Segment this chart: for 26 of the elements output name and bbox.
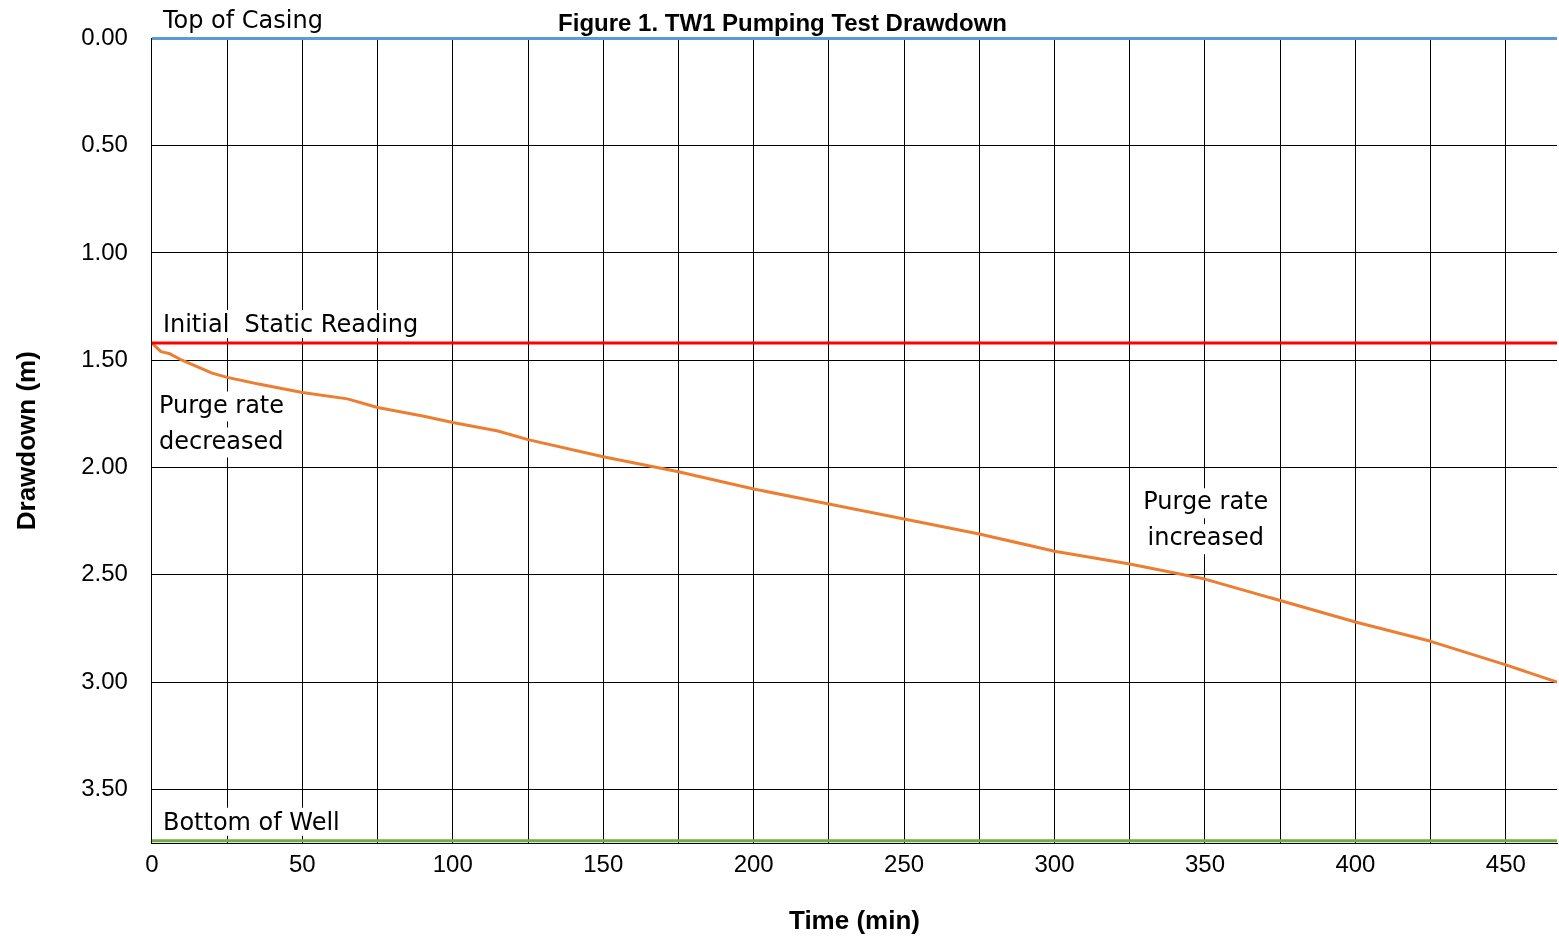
y-tick-label: 0.00 [81, 23, 128, 51]
ref-line-label: Bottom of Well [162, 808, 340, 837]
y-tick-label: 3.50 [81, 773, 128, 801]
annotation: Purge rate increased [1143, 487, 1269, 552]
y-tick-label: 0.50 [81, 130, 128, 158]
x-tick-label: 50 [289, 850, 316, 878]
x-tick-label: 400 [1335, 850, 1376, 878]
y-tick-label: 1.00 [81, 237, 128, 265]
chart-title: Figure 1. TW1 Pumping Test Drawdown [558, 8, 1007, 36]
y-tick-label: 1.50 [81, 344, 128, 372]
x-tick-label: 250 [884, 850, 925, 878]
y-tick-label: 2.00 [81, 452, 128, 480]
x-tick-label: 350 [1184, 850, 1225, 878]
x-tick-label: 300 [1034, 850, 1075, 878]
x-tick-label: 0 [145, 850, 159, 878]
annotation: Purge rate decreased [158, 390, 285, 455]
y-tick-label: 3.00 [81, 666, 128, 694]
x-tick-label: 450 [1485, 850, 1526, 878]
x-tick-label: 150 [583, 850, 624, 878]
ref-line-label: Initial Static Reading [162, 310, 419, 339]
y-axis-title: Drawdown (m) [10, 351, 41, 531]
x-tick-label: 100 [432, 850, 473, 878]
x-axis-title: Time (min) [788, 904, 920, 935]
y-tick-label: 2.50 [81, 559, 128, 587]
x-tick-label: 200 [733, 850, 774, 878]
ref-line-label: Top of Casing [161, 5, 323, 34]
